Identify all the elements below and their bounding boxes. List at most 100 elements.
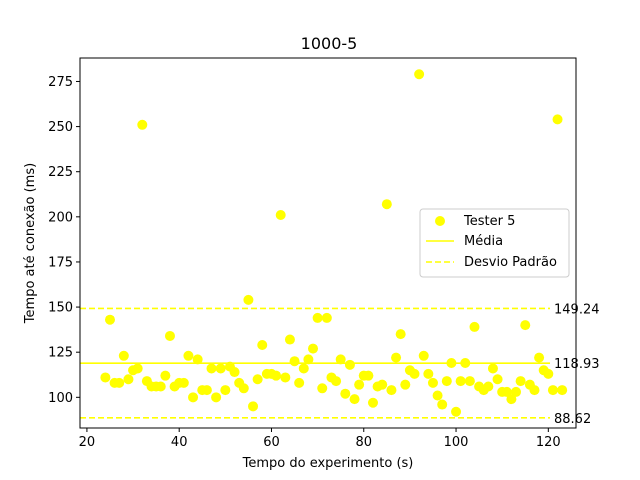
data-point <box>529 385 540 396</box>
y-tick-label: 225 <box>48 165 73 180</box>
data-point <box>557 385 568 396</box>
data-point <box>340 388 351 399</box>
data-point <box>349 394 360 405</box>
data-point <box>437 399 448 410</box>
y-axis-ticks: 100 125 150 175 200 225 250 275 <box>48 75 80 406</box>
data-point <box>137 119 148 130</box>
data-point <box>271 370 282 381</box>
data-point <box>455 376 466 387</box>
data-point <box>215 363 226 374</box>
x-axis-ticks: 20 40 60 80 100 120 <box>79 428 561 450</box>
data-point <box>400 379 411 390</box>
data-point <box>492 374 503 385</box>
data-point <box>303 354 314 365</box>
y-tick-label: 175 <box>48 255 73 270</box>
data-point <box>335 354 346 365</box>
reference-value-label: 118.93 <box>554 357 600 372</box>
legend-label-mean: Média <box>464 234 503 249</box>
data-point <box>391 352 402 363</box>
reference-value-label: 149.24 <box>554 302 600 317</box>
data-point <box>409 368 420 379</box>
data-point <box>381 199 392 210</box>
data-point <box>432 390 443 401</box>
x-tick-label: 80 <box>355 435 372 450</box>
data-point <box>460 358 471 369</box>
data-point <box>118 350 129 361</box>
reference-line-labels: 118.93 149.24 88.62 <box>554 302 600 426</box>
data-point <box>104 314 115 325</box>
data-point <box>284 334 295 345</box>
data-point <box>331 376 342 387</box>
data-points <box>100 69 568 417</box>
data-point <box>344 359 355 370</box>
y-tick-label: 125 <box>48 346 73 361</box>
y-tick-label: 250 <box>48 120 73 135</box>
data-point <box>211 392 222 403</box>
data-point <box>441 376 452 387</box>
legend-box <box>419 208 570 278</box>
y-axis-label: Tempo até conexão (ms) <box>23 163 38 324</box>
data-point <box>377 379 388 390</box>
data-point <box>423 368 434 379</box>
data-point <box>178 377 189 388</box>
data-point <box>160 370 171 381</box>
data-point <box>280 372 291 383</box>
data-point <box>464 376 475 387</box>
data-point <box>132 363 143 374</box>
data-point <box>534 352 545 363</box>
reference-value-label: 88.62 <box>554 412 591 427</box>
x-tick-label: 60 <box>263 435 280 450</box>
legend-label-points: Tester 5 <box>463 214 515 229</box>
y-tick-label: 275 <box>48 75 73 90</box>
data-point <box>386 385 397 396</box>
x-tick-label: 40 <box>171 435 188 450</box>
data-point <box>501 386 512 397</box>
data-point <box>321 312 332 323</box>
data-point <box>164 330 175 341</box>
data-point <box>469 321 480 332</box>
data-point <box>275 210 286 221</box>
legend-marker-points <box>435 216 445 226</box>
data-point <box>201 385 212 396</box>
data-point <box>451 406 462 417</box>
data-point <box>427 377 438 388</box>
data-point <box>298 363 309 374</box>
data-point <box>354 379 365 390</box>
data-point <box>552 114 563 125</box>
x-axis-label: Tempo do experimento (s) <box>242 456 414 471</box>
data-point <box>114 377 125 388</box>
data-point <box>367 397 378 408</box>
data-point <box>506 394 517 405</box>
data-point <box>363 370 374 381</box>
data-point <box>543 368 554 379</box>
plot-frame <box>79 57 577 429</box>
data-point <box>155 381 166 392</box>
x-tick-label: 120 <box>536 435 561 450</box>
legend: Tester 5 Média Desvio Padrão <box>419 208 570 278</box>
data-point <box>395 329 406 340</box>
y-tick-label: 100 <box>48 391 73 406</box>
x-tick-label: 100 <box>444 435 469 450</box>
data-point <box>515 376 526 387</box>
data-point <box>446 358 457 369</box>
data-point <box>547 385 558 396</box>
data-point <box>248 401 259 412</box>
data-point <box>252 374 263 385</box>
data-point <box>220 385 231 396</box>
data-point <box>188 392 199 403</box>
data-point <box>312 312 323 323</box>
x-tick-label: 20 <box>79 435 96 450</box>
data-point <box>192 354 203 365</box>
data-point <box>511 386 522 397</box>
data-point <box>100 372 111 383</box>
data-point <box>243 294 254 305</box>
data-point <box>487 363 498 374</box>
y-tick-label: 150 <box>48 301 73 316</box>
legend-label-std: Desvio Padrão <box>464 255 557 270</box>
data-point <box>257 339 268 350</box>
data-point <box>183 350 194 361</box>
y-tick-label: 200 <box>48 210 73 225</box>
data-point <box>123 374 134 385</box>
data-point <box>229 367 240 378</box>
